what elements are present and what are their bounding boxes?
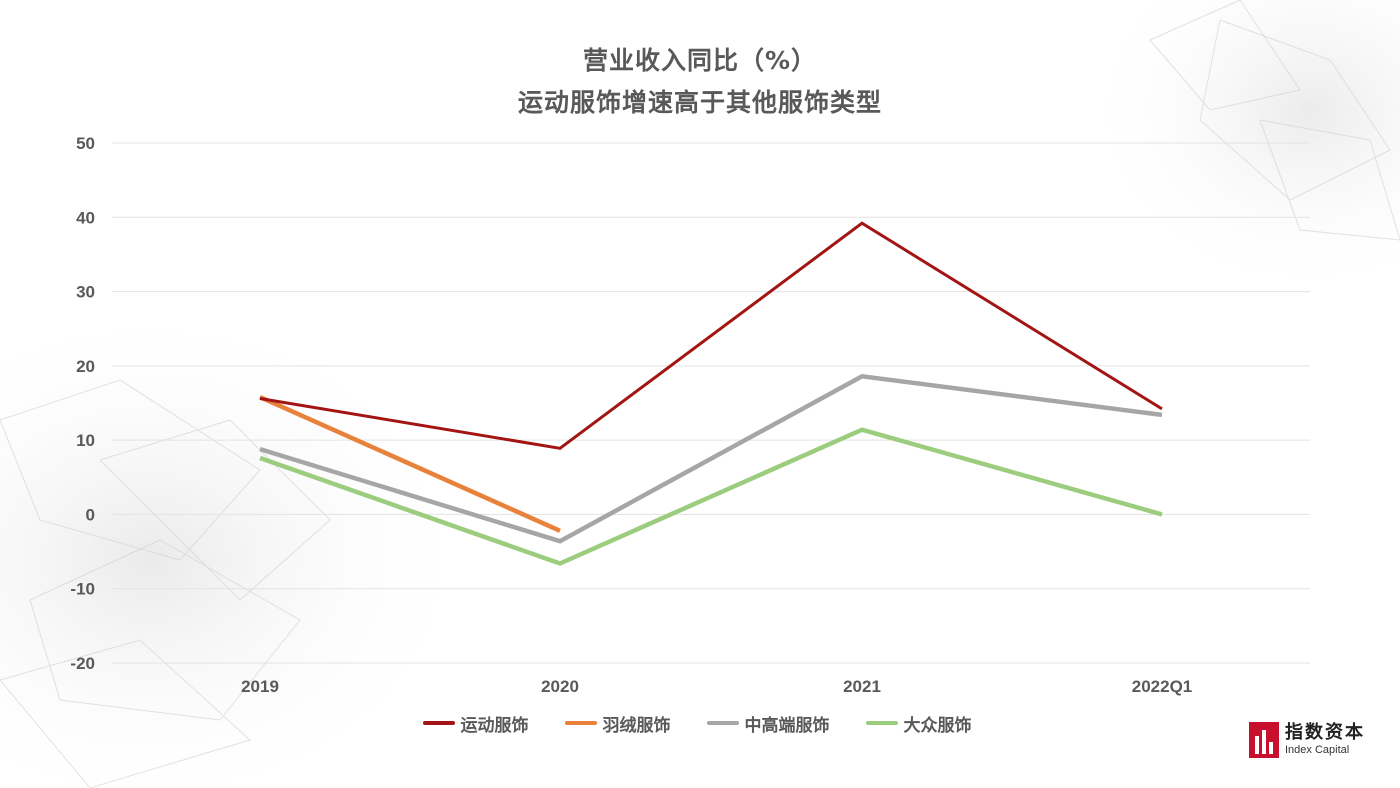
y-tick-label: 50 bbox=[76, 134, 95, 153]
logo-name-en: Index Capital bbox=[1285, 744, 1350, 756]
legend-item: 羽绒服饰 bbox=[564, 711, 671, 736]
legend-swatch bbox=[564, 721, 597, 725]
y-tick-label: 0 bbox=[86, 505, 95, 524]
y-tick-label: 30 bbox=[76, 283, 95, 302]
series-line-4 bbox=[259, 427, 1163, 566]
legend-swatch bbox=[422, 721, 455, 725]
legend-swatch bbox=[706, 721, 739, 725]
y-tick-label: 20 bbox=[76, 357, 95, 376]
series-line-1 bbox=[259, 221, 1163, 450]
y-tick-label: -20 bbox=[70, 654, 95, 673]
index-capital-logo: 指数资本 Index Capital bbox=[1249, 722, 1365, 758]
x-tick-label: 2020 bbox=[541, 677, 579, 696]
y-tick-label: 10 bbox=[76, 431, 95, 450]
chart-title-line-1: 营业收入同比（%） bbox=[582, 46, 818, 75]
legend-label: 羽绒服饰 bbox=[602, 715, 671, 736]
x-tick-label: 2022Q1 bbox=[1132, 677, 1193, 696]
legend-item: 大众服饰 bbox=[865, 711, 972, 736]
index-capital-logo-mark bbox=[1249, 722, 1279, 758]
logo-name-cn: 指数资本 bbox=[1285, 722, 1365, 743]
legend-item: 运动服饰 bbox=[422, 711, 529, 736]
legend-label: 大众服饰 bbox=[903, 715, 972, 736]
x-tick-label: 2019 bbox=[241, 677, 279, 696]
chart-legend: 运动服饰 羽绒服饰 中高端服饰 大众服饰 bbox=[0, 708, 1397, 738]
chart-title-line-2: 运动服饰增速高于其他服饰类型 bbox=[517, 88, 882, 117]
legend-label: 运动服饰 bbox=[460, 715, 529, 736]
y-tick-label: -10 bbox=[70, 580, 95, 599]
y-tick-label: 40 bbox=[76, 208, 95, 227]
x-tick-label: 2021 bbox=[843, 677, 881, 696]
legend-label: 中高端服饰 bbox=[744, 715, 830, 736]
legend-swatch bbox=[865, 721, 898, 725]
legend-item: 中高端服饰 bbox=[706, 711, 830, 736]
chart-title: 营业收入同比（%） 运动服饰增速高于其他服饰类型 bbox=[0, 40, 1400, 124]
